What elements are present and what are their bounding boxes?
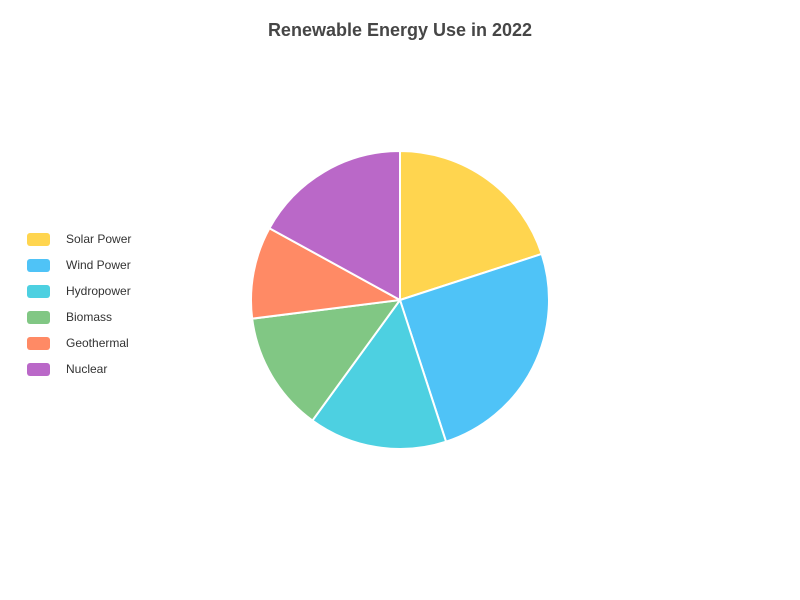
pie-slice-solar-power[interactable] — [399, 150, 543, 301]
legend-item-biomass[interactable]: Biomass — [27, 304, 131, 330]
legend-swatch — [27, 310, 50, 324]
legend-label: Hydropower — [66, 284, 131, 298]
legend-item-geothermal[interactable]: Geothermal — [27, 330, 131, 356]
legend-swatch — [27, 284, 50, 298]
legend-swatch — [27, 232, 50, 246]
legend-swatch — [27, 336, 50, 350]
chart-title: Renewable Energy Use in 2022 — [267, 20, 533, 40]
legend: Solar Power Wind Power Hydropower Biomass Ge… — [27, 226, 131, 382]
legend-label: Solar Power — [66, 232, 132, 246]
pie-slice-biomass[interactable] — [251, 299, 401, 422]
legend-item-hydropower[interactable]: Hydropower — [27, 278, 131, 304]
pie-slice-hydropower[interactable] — [311, 299, 448, 450]
legend-item-solar-power[interactable]: Solar Power — [27, 226, 131, 252]
legend-label: Wind Power — [66, 258, 131, 272]
legend-label: Geothermal — [66, 336, 129, 350]
legend-label: Biomass — [66, 310, 113, 324]
legend-label: Nuclear — [66, 362, 108, 376]
pie-slice-geothermal[interactable] — [249, 227, 401, 320]
legend-item-nuclear[interactable]: Nuclear — [27, 356, 131, 382]
pie-slice-wind-power[interactable] — [399, 252, 550, 443]
legend-item-wind-power[interactable]: Wind Power — [27, 252, 131, 278]
legend-swatch — [27, 258, 50, 272]
legend-swatch — [27, 362, 50, 376]
pie-slice-nuclear[interactable] — [268, 150, 401, 301]
